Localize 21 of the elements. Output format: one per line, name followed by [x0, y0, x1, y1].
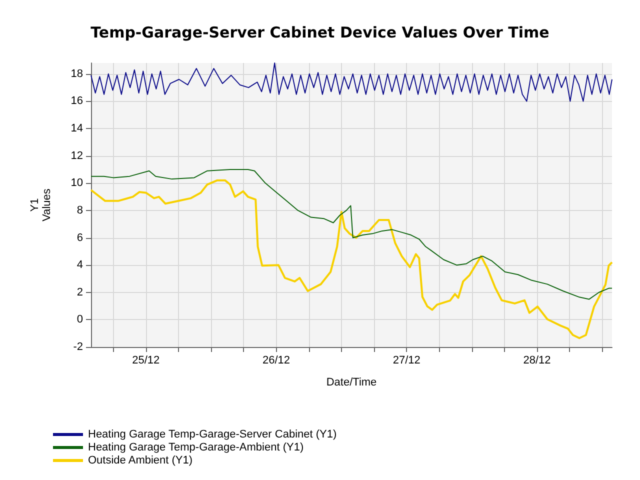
y-tick-label: -2 [73, 341, 83, 353]
y-tick-label: 8 [76, 204, 83, 216]
x-tick-label: 26/12 [262, 354, 290, 366]
y-tick-label: 6 [76, 232, 83, 244]
y-tick-label: 0 [76, 314, 83, 326]
y-tick-label: 4 [76, 259, 83, 272]
x-tick-label: 27/12 [392, 354, 420, 366]
y-tick-label: 14 [70, 122, 83, 135]
y-tick-label: 16 [70, 95, 83, 108]
legend-label: Heating Garage Temp-Garage-Server Cabinet (Y1) [88, 428, 337, 440]
y-tick-label: 2 [76, 286, 83, 298]
y-axis-title: Y1 Values [29, 188, 53, 222]
legend-label: Heating Garage Temp-Garage-Ambient (Y1) [88, 442, 304, 454]
x-axis-title: Date/Time [326, 376, 377, 388]
y-tick-label: 10 [70, 177, 83, 190]
y-tick-label: 18 [70, 68, 83, 80]
x-tick-label: 25/12 [132, 354, 160, 366]
chart-title: Temp-Garage-Server Cabinet Device Values Over Time [90, 24, 550, 42]
y-tick-label: 12 [70, 150, 83, 162]
x-tick-label: 28/12 [523, 354, 551, 366]
legend-label: Outside Ambient (Y1) [88, 454, 193, 466]
